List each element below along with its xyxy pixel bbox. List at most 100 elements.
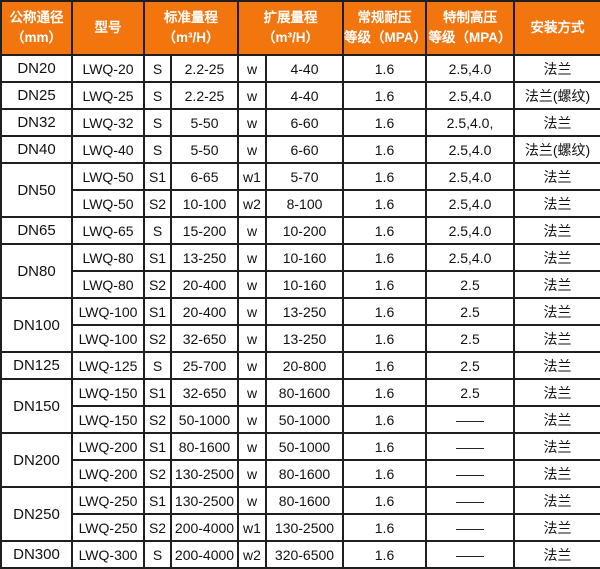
high-pressure-cell: 2.5 [425,351,515,380]
ext-code-cell: w1 [237,513,267,542]
std-range-cell: 130-2500 [170,486,239,515]
table-row: DN20 LWQ-20 S 2.2-25 w 4-40 1.6 2.5,4.0 法兰 [0,54,600,83]
std-code-cell: S2 [143,189,172,218]
high-pressure-cell: 2.5,4.0 [425,135,515,164]
column-header-standard-range: 标准量程 （m³/H） [143,0,239,56]
dn-cell: DN40 [0,135,73,164]
std-range-cell: 2.2-25 [170,54,239,83]
pressure-cell: 1.6 [342,297,427,326]
std-code-cell: S1 [143,162,172,191]
high-pressure-cell: 2.5,4.0 [425,81,515,110]
std-code-cell: S1 [143,297,172,326]
column-header-installation: 安装方式 [513,0,600,56]
std-range-cell: 10-100 [170,189,239,218]
install-cell: 法兰(螺纹) [513,135,600,164]
table-row: DN40 LWQ-40 S 5-50 w 6-60 1.6 2.5,4.0 法兰(螺纹) [0,135,600,164]
table-row: DN25 LWQ-25 S 2.2-25 w 4-40 1.6 2.5,4.0 法兰(螺纹) [0,81,600,110]
ext-range-cell: 4-40 [265,54,344,83]
ext-code-cell: w [237,297,267,326]
install-cell: 法兰 [513,162,600,191]
install-cell: 法兰 [513,486,600,515]
model-cell: LWQ-250 [71,486,145,515]
high-pressure-cell: 2.5,4.0 [425,162,515,191]
pressure-cell: 1.6 [342,108,427,137]
table-row: DN250 LWQ-250 S1 130-2500 w 80-1600 1.6 —— 法兰 [0,486,600,542]
install-cell: 法兰 [513,513,600,542]
std-code-cell: S [143,81,172,110]
ext-range-cell: 80-1600 [265,486,344,515]
table-row: LWQ-250 S2 200-4000 w1 130-2500 1.6 —— 法兰 [1,513,600,542]
install-cell: 法兰 [513,540,600,569]
high-pressure-cell: 2.5,4.0 [425,189,515,218]
install-cell: 法兰 [513,216,600,245]
std-range-cell: 20-400 [170,270,239,299]
pressure-cell: 1.6 [342,378,427,407]
pressure-cell: 1.6 [342,540,427,569]
ext-range-cell: 20-800 [265,351,344,380]
ext-code-cell: w [237,432,267,461]
std-range-cell: 200-4000 [170,513,239,542]
dn-cell: DN300 [0,540,73,569]
table-row: DN150 LWQ-150 S1 32-650 w 80-1600 1.6 2.5 法兰 [0,378,600,434]
column-header-dn: 公称通径 （mm） [0,0,73,56]
pressure-cell: 1.6 [342,135,427,164]
high-pressure-cell: 2.5,4.0 [425,216,515,245]
table-row: LWQ-200 S2 130-2500 w 80-1600 1.6 —— 法兰 [1,459,600,488]
table-row: DN65 LWQ-65 S 15-200 w 10-200 1.6 2.5,4.0 法兰 [0,216,600,245]
std-code-cell: S [143,54,172,83]
table-row: DN200 LWQ-200 S1 80-1600 w 50-1000 1.6 —— 法兰 [0,432,600,488]
pressure-cell: 1.6 [342,81,427,110]
model-cell: LWQ-80 [71,243,145,272]
high-pressure-cell: —— [425,405,515,434]
ext-range-cell: 13-250 [265,324,344,353]
dn-cell: DN250 [0,486,73,542]
std-code-cell: S1 [143,378,172,407]
pressure-cell: 1.6 [342,216,427,245]
pressure-cell: 1.6 [342,162,427,191]
model-cell: LWQ-32 [71,108,145,137]
install-cell: 法兰 [513,54,600,83]
pressure-cell: 1.6 [342,351,427,380]
ext-range-cell: 80-1600 [265,378,344,407]
table-row: DN32 LWQ-32 S 5-50 w 6-60 1.6 2.5,4.0, 法兰 [0,108,600,137]
model-cell: LWQ-150 [71,378,145,407]
install-cell: 法兰 [513,297,600,326]
model-cell: LWQ-40 [71,135,145,164]
table-row: DN80 LWQ-80 S1 13-250 w 10-160 1.6 2.5,4.0 法兰 [0,243,600,299]
install-cell: 法兰 [513,108,600,137]
ext-code-cell: w [237,459,267,488]
std-range-cell: 32-650 [170,378,239,407]
dn-cell: DN80 [0,243,73,299]
model-cell: LWQ-50 [71,189,145,218]
column-header-high-pressure: 特制高压 等级（MPA） [425,0,515,56]
std-range-cell: 5-50 [170,135,239,164]
std-code-cell: S [143,135,172,164]
model-cell: LWQ-100 [71,324,145,353]
ext-code-cell: w [237,378,267,407]
std-code-cell: S [143,108,172,137]
high-pressure-cell: —— [425,540,515,569]
dn-cell: DN65 [0,216,73,245]
std-range-cell: 15-200 [170,216,239,245]
table-row: DN50 LWQ-50 S1 6-65 w1 5-70 1.6 2.5,4.0 法兰 [0,162,600,218]
ext-range-cell: 6-60 [265,108,344,137]
std-code-cell: S1 [143,432,172,461]
ext-range-cell: 80-1600 [265,459,344,488]
ext-code-cell: w [237,486,267,515]
table-row: LWQ-100 S2 32-650 w 13-250 1.6 2.5 法兰 [1,324,600,353]
ext-code-cell: w [237,405,267,434]
dn-cell: DN20 [0,54,73,83]
install-cell: 法兰 [513,351,600,380]
std-range-cell: 200-4000 [170,540,239,569]
model-cell: LWQ-200 [71,432,145,461]
dn-cell: DN125 [0,351,73,380]
ext-code-cell: w [237,351,267,380]
std-range-cell: 6-65 [170,162,239,191]
std-code-cell: S2 [143,270,172,299]
pressure-cell: 1.6 [342,513,427,542]
ext-code-cell: w2 [237,540,267,569]
ext-code-cell: w2 [237,189,267,218]
ext-code-cell: w [237,54,267,83]
